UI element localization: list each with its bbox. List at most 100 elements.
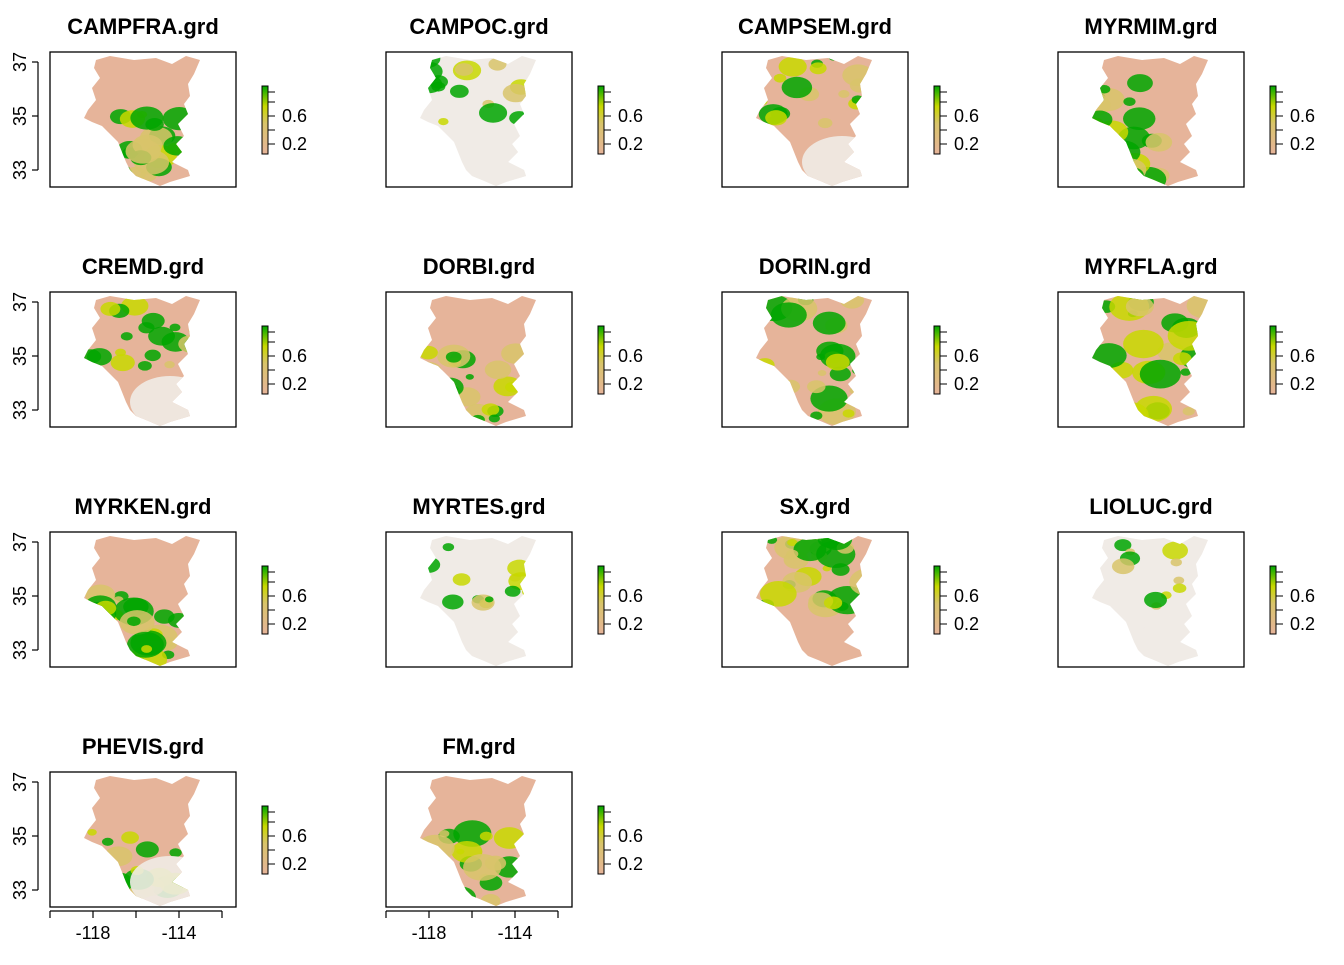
raster-patch <box>449 84 469 98</box>
panel-frame <box>385 531 573 668</box>
raster-patch <box>1123 329 1164 359</box>
raster-patch <box>838 90 850 98</box>
map-panel: MYRMIM.grd 0.2 0.6 <box>1057 14 1315 188</box>
raster-map <box>84 776 200 906</box>
legend-tick-label: 0.6 <box>618 106 643 126</box>
legend-tick-label: 0.2 <box>1290 134 1315 154</box>
raster-patch <box>426 871 453 890</box>
raster-patch <box>1130 166 1167 186</box>
panel-frame <box>49 51 237 188</box>
legend-colorbar <box>1269 325 1277 395</box>
map-panel: MYRKEN.grd 33 35 37 0.2 0.6 <box>10 494 307 668</box>
raster-patch <box>422 408 451 426</box>
map-panel: MYRFLA.grd 0.2 0.6 <box>1057 254 1315 428</box>
panel-frame <box>385 51 573 188</box>
y-tick-label: 35 <box>10 586 30 606</box>
raster-patch <box>488 414 500 423</box>
legend-colorbar <box>933 325 941 395</box>
raster-patch <box>1106 400 1120 411</box>
raster-patch <box>756 358 775 372</box>
raster-low-region <box>802 136 872 186</box>
legend-colorbar <box>261 805 269 875</box>
panel-frame <box>1057 291 1245 428</box>
raster-patch <box>480 894 501 906</box>
map-panel: MYRTES.grd 0.2 0.6 <box>385 494 643 668</box>
raster-patch <box>762 389 779 402</box>
legend-tick-label: 0.2 <box>618 134 643 154</box>
legend-tick-label: 0.2 <box>282 374 307 394</box>
raster-patch <box>88 628 109 643</box>
raster-patch <box>1200 580 1208 590</box>
panel-frame <box>49 531 237 668</box>
raster-patch <box>809 62 827 75</box>
panel-frame <box>721 51 909 188</box>
raster-patch <box>1114 539 1132 552</box>
raster-patch <box>118 649 130 658</box>
legend-colorbar <box>933 85 941 155</box>
panel-frame <box>385 771 573 908</box>
raster-patch <box>154 609 175 624</box>
raster-patch <box>756 399 779 418</box>
y-tick-label: 33 <box>10 880 30 900</box>
legend-tick-label: 0.6 <box>618 346 643 366</box>
raster-patch <box>493 827 525 849</box>
panel-title: FM.grd <box>442 734 515 759</box>
raster-patch <box>428 878 456 898</box>
raster-patch <box>770 302 807 328</box>
raster-patch <box>1116 159 1135 172</box>
raster-patch <box>852 366 863 375</box>
raster-patch <box>851 95 865 105</box>
raster-patch <box>121 831 139 844</box>
raster-patch <box>438 386 447 393</box>
legend-tick-label: 0.2 <box>282 614 307 634</box>
panel-frame <box>721 291 909 428</box>
raster-patch <box>1093 398 1115 414</box>
raster-patch <box>1113 158 1147 182</box>
raster-patch <box>130 106 164 130</box>
raster-patch <box>1123 97 1136 106</box>
raster-patch <box>125 656 139 666</box>
raster-patch <box>1125 296 1154 317</box>
raster-patch <box>1186 296 1208 319</box>
raster-patch <box>493 376 522 397</box>
raster-patch <box>758 98 768 105</box>
legend-colorbar <box>597 565 605 635</box>
raster-patch <box>780 379 801 394</box>
legend-tick-label: 0.6 <box>282 826 307 846</box>
legend-colorbar <box>261 565 269 635</box>
y-tick-label: 37 <box>10 532 30 552</box>
x-tick-label: -114 <box>498 923 533 943</box>
raster-patch <box>842 409 855 418</box>
panel-frame <box>385 291 573 428</box>
raster-patch <box>435 888 446 896</box>
raster-patch <box>442 543 455 552</box>
raster-patch <box>104 846 133 867</box>
raster-patch <box>1162 541 1188 560</box>
raster-patch <box>442 594 464 610</box>
raster-patch <box>507 559 532 577</box>
panel-title: PHEVIS.grd <box>82 734 204 759</box>
panel-title: MYRFLA.grd <box>1084 254 1217 279</box>
legend-tick-label: 0.6 <box>282 346 307 366</box>
legend-tick-label: 0.6 <box>618 826 643 846</box>
panel-title: DORBI.grd <box>423 254 535 279</box>
raster-map <box>84 536 200 666</box>
raster-patch <box>849 568 872 597</box>
raster-patch <box>1123 107 1156 131</box>
raster-patch <box>169 848 182 857</box>
legend-tick-label: 0.6 <box>1290 346 1315 366</box>
panel-title: CREMD.grd <box>82 254 204 279</box>
panel-title: CAMPOC.grd <box>409 14 548 39</box>
raster-patch <box>773 73 787 83</box>
legend-tick-label: 0.2 <box>954 614 979 634</box>
legend-tick-label: 0.6 <box>618 586 643 606</box>
raster-patch <box>501 343 531 364</box>
raster-map <box>756 56 872 186</box>
raster-patch <box>420 363 439 380</box>
raster-patch <box>812 311 846 335</box>
raster-patch <box>1111 402 1149 426</box>
raster-patch <box>479 831 493 841</box>
legend-tick-label: 0.2 <box>954 374 979 394</box>
y-tick-label: 35 <box>10 826 30 846</box>
raster-patch <box>807 380 826 394</box>
